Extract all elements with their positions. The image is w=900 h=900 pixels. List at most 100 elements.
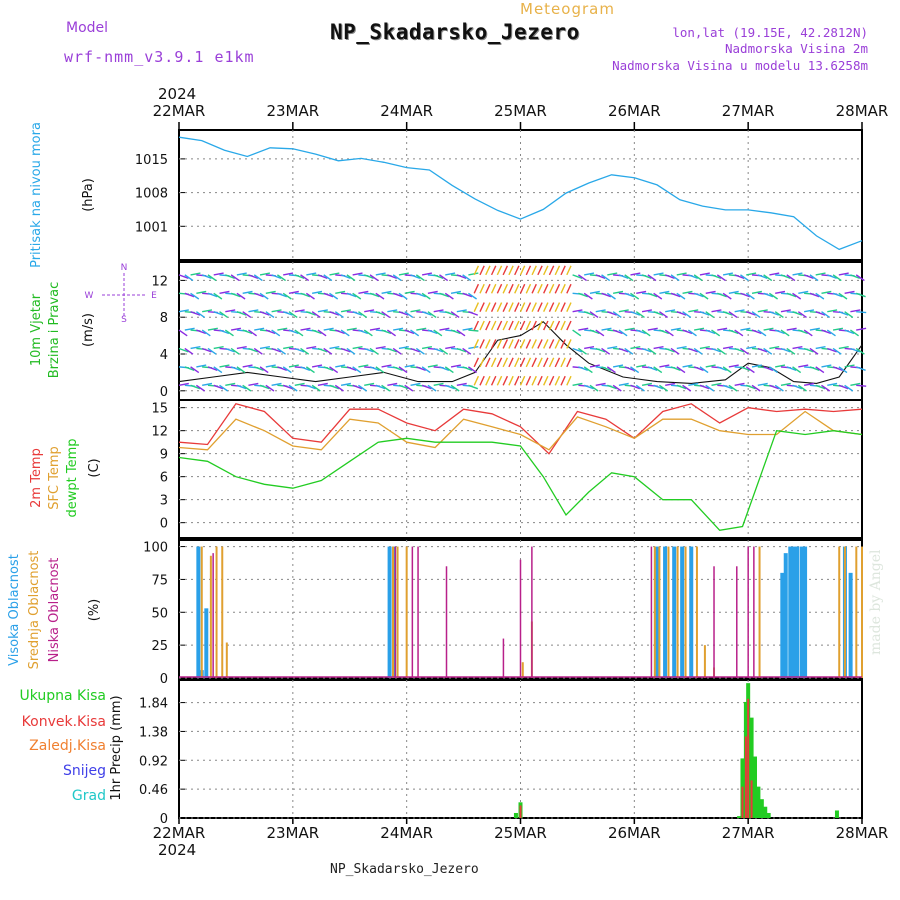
wind-barb — [711, 347, 722, 353]
wind-barb — [479, 339, 485, 349]
cloud-bar — [713, 566, 715, 678]
wind-barb — [439, 292, 450, 298]
precip-bar — [750, 780, 753, 818]
wind-barb — [311, 311, 321, 318]
wind-barb — [254, 327, 265, 331]
precip-bar — [834, 810, 839, 818]
wind-barb — [618, 309, 629, 313]
wind-barb — [717, 292, 727, 298]
wind-barb — [346, 347, 356, 355]
wind-barb — [694, 327, 705, 331]
wind-barb — [514, 265, 520, 276]
wind-barb — [450, 329, 461, 335]
wind-barb — [375, 292, 385, 300]
wind-barb — [294, 309, 305, 313]
wind-barb — [473, 302, 480, 312]
wind-barb — [584, 272, 595, 276]
wind-barb — [850, 382, 861, 386]
wind-barb — [676, 272, 687, 276]
precip-bar — [756, 786, 761, 818]
wind-barb — [335, 364, 346, 368]
cloud-bar — [445, 566, 448, 678]
wind-barb — [508, 283, 514, 294]
wind-barb — [381, 290, 392, 294]
wind-barb — [745, 366, 755, 374]
lonlat-label: lon,lat (19.15E, 42.2812N) — [672, 25, 868, 40]
wind-barb — [676, 292, 686, 300]
wind-barb — [803, 329, 813, 337]
wind-barb — [433, 309, 444, 313]
wind-barb — [583, 366, 593, 374]
wind-barb — [514, 339, 520, 349]
wind-barb — [525, 339, 532, 349]
compass-s: S — [121, 315, 127, 325]
wind-barb — [844, 384, 854, 392]
wind-barb — [381, 329, 392, 335]
wind-barb — [421, 311, 432, 316]
wind-barb — [294, 274, 305, 279]
wind-barb — [815, 272, 826, 276]
wind-barb — [490, 375, 497, 386]
wind-barb — [792, 311, 803, 316]
wind-barb — [508, 320, 514, 331]
wind-barb — [178, 329, 188, 337]
wind-barb — [416, 366, 426, 371]
wind-barb — [589, 364, 600, 368]
pressure-unit: (hPa) — [81, 178, 96, 212]
wind-barb — [184, 274, 194, 282]
wind-barb — [329, 346, 340, 350]
wind-barb — [537, 302, 543, 312]
wind-barb — [213, 346, 224, 350]
wind-barb — [236, 346, 247, 350]
wind-barb — [259, 366, 269, 374]
wind-barb — [219, 311, 229, 318]
wind-barb — [722, 384, 733, 390]
wind-barb — [624, 292, 635, 298]
wind-barb — [797, 311, 807, 318]
wind-barb — [543, 357, 549, 368]
wind-barb — [670, 327, 681, 331]
wind-barb — [242, 364, 253, 368]
precip-legend-0: Ukupna Kisa — [19, 688, 106, 704]
wind-barb — [450, 364, 462, 368]
wind-barb — [583, 292, 593, 300]
wind-barb — [225, 309, 236, 313]
wind-barb — [352, 292, 362, 300]
wind-barb — [490, 357, 497, 368]
wind-barb — [705, 329, 716, 335]
wind-barb — [850, 329, 860, 337]
wind-barb — [519, 265, 526, 276]
wind-barb — [369, 347, 379, 355]
wind-barb — [821, 384, 831, 392]
y-tick-label: 4 — [160, 348, 168, 363]
wind-barb — [508, 357, 514, 368]
wind-barb — [647, 327, 658, 331]
wind-barb — [485, 302, 491, 312]
wind-barb — [548, 283, 555, 294]
wind-barb — [473, 283, 480, 294]
wind-barb — [519, 357, 526, 368]
wind-barb — [855, 274, 865, 282]
temp-title-3: dewpt Temp — [65, 438, 80, 517]
wind-barb — [468, 346, 479, 350]
wind-barb — [514, 302, 520, 312]
wind-barb — [300, 274, 310, 282]
wind-barb — [769, 384, 780, 390]
wind-barb — [601, 274, 611, 282]
wind-barb — [792, 384, 803, 390]
model-label: Model — [66, 20, 109, 36]
y-tick-label: 8 — [160, 311, 168, 326]
wind-barb — [416, 292, 426, 298]
wind-barb — [641, 347, 652, 353]
cloud-bar — [394, 546, 397, 678]
wind-barb — [242, 384, 252, 392]
wind-barb — [815, 384, 826, 390]
wind-barb — [607, 346, 618, 350]
y-tick-label: 0.92 — [139, 754, 168, 769]
wind-barb — [323, 347, 333, 355]
wind-barb — [803, 309, 815, 313]
wind-barb — [306, 272, 317, 276]
wind-barb — [665, 382, 676, 386]
precip-unit: 1hr Precip (mm) — [109, 695, 124, 800]
